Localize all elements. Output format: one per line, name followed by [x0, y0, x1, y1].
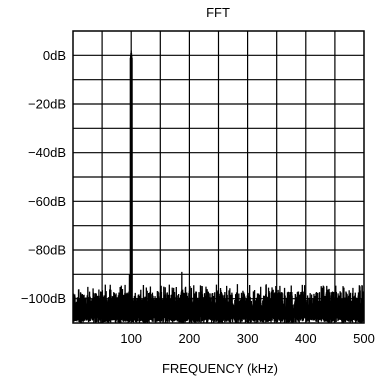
y-tick-label: −20dB	[28, 97, 66, 112]
x-tick-label: 100	[120, 331, 142, 346]
x-tick-label: 500	[353, 331, 375, 346]
plot-frame	[72, 30, 365, 324]
x-tick-label: 300	[237, 331, 259, 346]
label-layer: 100 200 300 400 500 0dB −20dB −40dB −60dB −80dB −1…	[21, 48, 375, 346]
y-tick-label: −40dB	[28, 145, 66, 160]
trace-layer	[73, 50, 364, 323]
chart-title: FFT	[206, 5, 230, 20]
y-tick-label: −80dB	[28, 243, 66, 258]
y-tick-label: −100dB	[21, 291, 66, 306]
y-tick-label: 0dB	[43, 48, 66, 63]
x-tick-label: 400	[295, 331, 317, 346]
x-tick-label: 200	[179, 331, 201, 346]
fft-trace	[73, 50, 364, 323]
x-axis-title: FREQUENCY (kHz)	[162, 361, 278, 376]
y-tick-label: −60dB	[28, 194, 66, 209]
